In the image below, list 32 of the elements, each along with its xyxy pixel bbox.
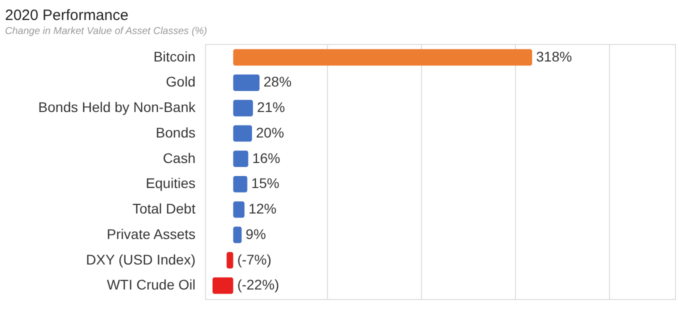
y-tick-label: Private Assets xyxy=(106,226,196,242)
bar xyxy=(233,176,248,192)
y-tick-label: Cash xyxy=(162,150,196,166)
y-tick-label: Gold xyxy=(166,74,196,90)
bar xyxy=(233,150,248,168)
bar xyxy=(233,226,242,244)
y-tick-label: Bonds xyxy=(156,124,196,140)
bar xyxy=(226,252,234,269)
data-label: (-22%) xyxy=(237,276,280,293)
data-label: 20% xyxy=(256,124,284,140)
y-tick-label: Total Debt xyxy=(132,200,196,217)
data-label: 16% xyxy=(252,150,280,166)
y-tick-label: Bonds Held by Non-Bank xyxy=(38,99,196,116)
bar xyxy=(233,74,260,91)
y-tick-label: Equities xyxy=(146,175,196,192)
y-tick-label: DXY (USD Index) xyxy=(86,251,196,268)
y-tick-label: WTI Crude Oil xyxy=(106,276,196,293)
data-label: 21% xyxy=(256,99,285,116)
bar xyxy=(233,201,244,218)
bar xyxy=(233,100,253,116)
data-label: 9% xyxy=(246,226,266,242)
bar xyxy=(212,277,234,294)
text: 2020 Performance xyxy=(5,7,128,24)
data-label: 318% xyxy=(536,48,572,64)
bar xyxy=(233,49,532,66)
data-label: 12% xyxy=(248,200,277,217)
data-label: (-7%) xyxy=(237,251,272,268)
y-tick-label: Bitcoin xyxy=(153,48,196,64)
data-label: 28% xyxy=(264,74,292,90)
bar xyxy=(233,125,252,142)
text: Change in Market Value of Asset Classes (%) xyxy=(5,26,208,37)
data-label: 15% xyxy=(251,175,280,192)
